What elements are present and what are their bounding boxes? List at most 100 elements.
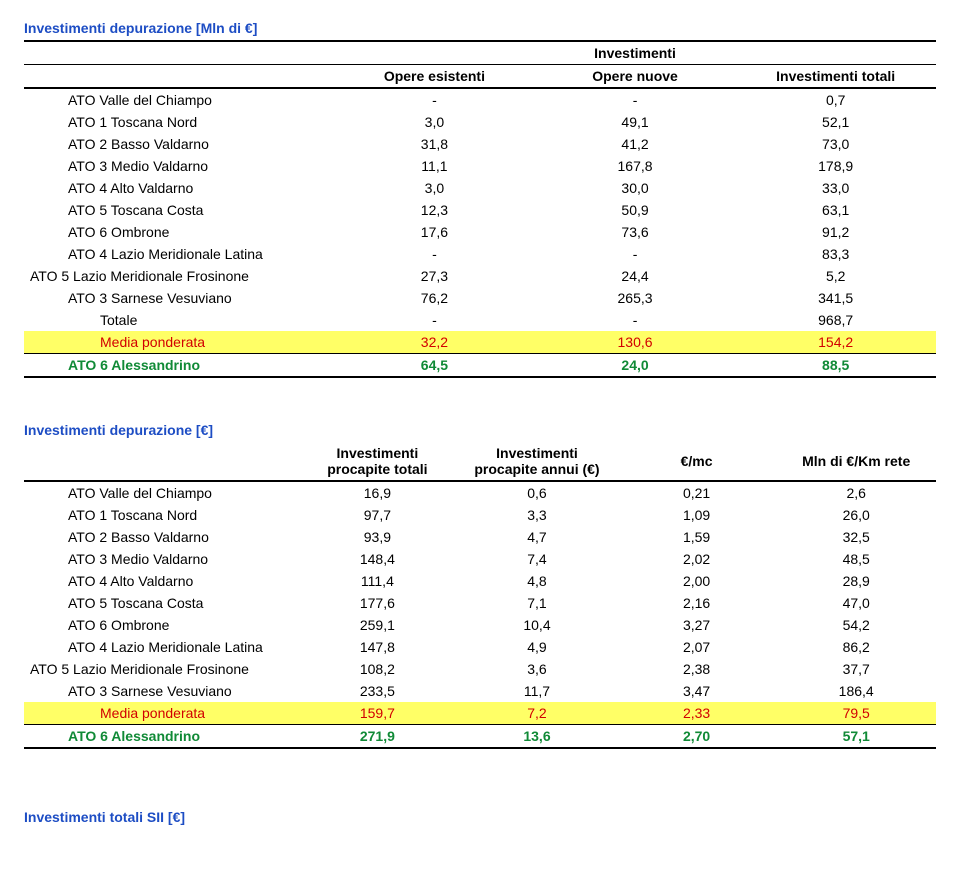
row-value: 91,2 [735,221,936,243]
table2-col0: Investimenti procapite totali [298,442,458,481]
row-value: 12,3 [334,199,535,221]
row-label: ATO 2 Basso Valdarno [24,526,298,548]
row-value: 3,0 [334,111,535,133]
row-value: 37,7 [776,658,936,680]
row-value: 4,8 [457,570,617,592]
row-value: 0,7 [735,88,936,111]
table2-media-label: Media ponderata [24,702,298,725]
row-value: 76,2 [334,287,535,309]
row-value: 54,2 [776,614,936,636]
row-label: ATO 1 Toscana Nord [24,111,334,133]
row-value: 48,5 [776,548,936,570]
table-row: ATO 2 Basso Valdarno31,841,273,0 [24,133,936,155]
table2-ale-label: ATO 6 Alessandrino [24,725,298,749]
row-value: 167,8 [535,155,736,177]
row-label: ATO 1 Toscana Nord [24,504,298,526]
row-value: 4,9 [457,636,617,658]
row-value: 111,4 [298,570,458,592]
row-value: 7,1 [457,592,617,614]
table-row: ATO 2 Basso Valdarno93,94,71,5932,5 [24,526,936,548]
row-value: 1,59 [617,526,777,548]
row-value: 3,0 [334,177,535,199]
row-value: 50,9 [535,199,736,221]
row-value: - [334,243,535,265]
row-value: 33,0 [735,177,936,199]
table1-media-label: Media ponderata [24,331,334,354]
table1-col0: Opere esistenti [334,65,535,89]
table-row: ATO 5 Toscana Costa177,67,12,1647,0 [24,592,936,614]
row-label: ATO 3 Sarnese Vesuviano [24,287,334,309]
row-value: 108,2 [298,658,458,680]
row-value: 4,7 [457,526,617,548]
row-value: 52,1 [735,111,936,133]
table1-col2: Investimenti totali [735,65,936,89]
table1-ale-label: ATO 6 Alessandrino [24,354,334,378]
row-value: 186,4 [776,680,936,702]
row-value: 259,1 [298,614,458,636]
table-row: ATO 1 Toscana Nord3,049,152,1 [24,111,936,133]
row-label: ATO 4 Lazio Meridionale Latina [24,636,298,658]
table1-superheader [334,41,535,65]
row-value: 83,3 [735,243,936,265]
table-row: ATO 6 Ombrone259,110,43,2754,2 [24,614,936,636]
row-value: 73,0 [735,133,936,155]
row-value: 28,9 [776,570,936,592]
table-row: ATO 4 Alto Valdarno3,030,033,0 [24,177,936,199]
row-label: ATO 3 Medio Valdarno [24,155,334,177]
table-row: ATO 4 Alto Valdarno111,44,82,0028,9 [24,570,936,592]
table-row: ATO 3 Medio Valdarno11,1167,8178,9 [24,155,936,177]
table2-title: Investimenti depurazione [€] [24,422,936,438]
table2-col2: €/mc [617,442,777,481]
row-label: ATO 3 Sarnese Vesuviano [24,680,298,702]
row-label: ATO 4 Alto Valdarno [24,177,334,199]
row-label: ATO 2 Basso Valdarno [24,133,334,155]
row-value: 24,4 [535,265,736,287]
row-value: 26,0 [776,504,936,526]
row-label: ATO 4 Lazio Meridionale Latina [24,243,334,265]
row-label: ATO 4 Alto Valdarno [24,570,298,592]
row-value: 5,2 [735,265,936,287]
table-row: ATO 5 Lazio Meridionale Frosinone27,324,… [24,265,936,287]
row-label: ATO 5 Lazio Meridionale Frosinone [24,265,334,287]
row-value: 31,8 [334,133,535,155]
table-row: ATO 3 Medio Valdarno148,47,42,0248,5 [24,548,936,570]
row-value: 341,5 [735,287,936,309]
table-row: ATO Valle del Chiampo16,90,60,212,6 [24,481,936,504]
row-value: 93,9 [298,526,458,548]
row-value: - [334,88,535,111]
row-value: 2,07 [617,636,777,658]
table-row: ATO 5 Lazio Meridionale Frosinone108,23,… [24,658,936,680]
row-label: ATO 6 Ombrone [24,221,334,243]
table-row: ATO 5 Toscana Costa12,350,963,1 [24,199,936,221]
row-value: 10,4 [457,614,617,636]
table1-col1: Opere nuove [535,65,736,89]
row-value: 3,3 [457,504,617,526]
table-row: ATO 1 Toscana Nord97,73,31,0926,0 [24,504,936,526]
table-row: ATO 3 Sarnese Vesuviano233,511,73,47186,… [24,680,936,702]
row-value: 86,2 [776,636,936,658]
row-value: 16,9 [298,481,458,504]
table2-col1: Investimenti procapite annui (€) [457,442,617,481]
row-value: 0,6 [457,481,617,504]
table-row: ATO Valle del Chiampo--0,7 [24,88,936,111]
row-value: 148,4 [298,548,458,570]
row-value: 2,38 [617,658,777,680]
table-row: ATO 6 Ombrone17,673,691,2 [24,221,936,243]
row-value: 178,9 [735,155,936,177]
table1-totale-label: Totale [24,309,334,331]
row-value: 73,6 [535,221,736,243]
row-value: 49,1 [535,111,736,133]
row-value: 97,7 [298,504,458,526]
row-value: 147,8 [298,636,458,658]
table1-title: Investimenti depurazione [Mln di €] [24,20,936,36]
row-value: 0,21 [617,481,777,504]
row-value: 47,0 [776,592,936,614]
row-value: 3,47 [617,680,777,702]
row-label: ATO Valle del Chiampo [24,481,298,504]
table2-col3: Mln di €/Km rete [776,442,936,481]
row-value: 2,02 [617,548,777,570]
row-value: 3,6 [457,658,617,680]
table-row: ATO 3 Sarnese Vesuviano76,2265,3341,5 [24,287,936,309]
row-label: ATO 6 Ombrone [24,614,298,636]
row-value: - [535,243,736,265]
